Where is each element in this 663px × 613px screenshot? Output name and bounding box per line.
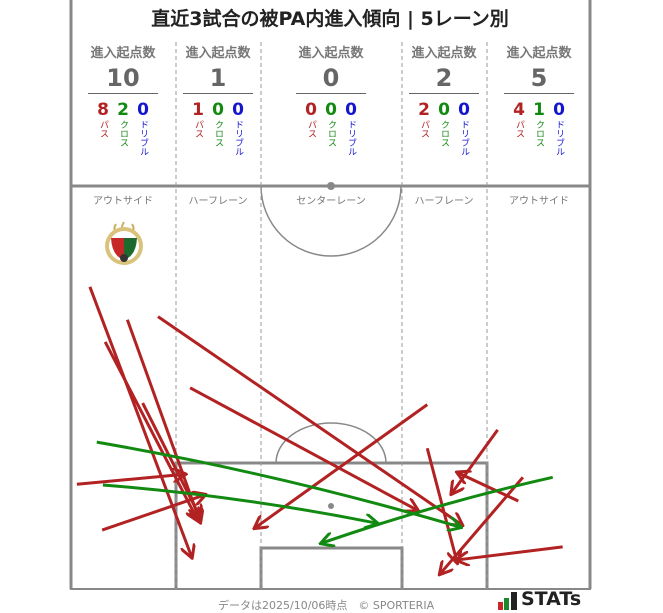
center-spot bbox=[327, 182, 335, 190]
bar-logo-icon bbox=[498, 592, 517, 610]
pass-arrow bbox=[457, 545, 563, 560]
lane-header: 進入起点数 bbox=[506, 46, 572, 61]
pass-count: 0 bbox=[305, 100, 317, 120]
dribble-count: 0 bbox=[458, 100, 470, 120]
penalty-arc bbox=[275, 422, 387, 464]
lane-label: アウトサイド bbox=[93, 196, 153, 207]
cross-count: 1 bbox=[533, 100, 545, 120]
lane-summary: 進入起点数 2 2 パス 0 クロス 0 ドリブル bbox=[399, 42, 489, 156]
divider bbox=[183, 93, 253, 94]
lane-header: 進入起点数 bbox=[411, 46, 477, 61]
lane-total: 2 bbox=[435, 64, 453, 92]
dribble-label: ドリブル bbox=[459, 120, 469, 156]
cross-count: 0 bbox=[212, 100, 224, 120]
cross-label: クロス bbox=[118, 120, 128, 147]
lane-total: 10 bbox=[106, 64, 140, 92]
divider bbox=[504, 93, 574, 94]
goal-area bbox=[259, 546, 404, 589]
dribble-label: ドリブル bbox=[554, 120, 564, 156]
dribble-count: 0 bbox=[553, 100, 565, 120]
pass-arrow bbox=[458, 473, 519, 503]
pass-arrow bbox=[255, 403, 429, 528]
cross-arrow bbox=[322, 475, 554, 543]
lane-label: アウトサイド bbox=[509, 196, 569, 207]
pass-label: パス bbox=[419, 120, 429, 138]
pass-count: 4 bbox=[513, 100, 525, 120]
lane-summary: 進入起点数 0 0 パス 0 クロス 0 ドリブル bbox=[286, 42, 376, 156]
cross-label: クロス bbox=[326, 120, 336, 147]
pass-arrow bbox=[440, 476, 525, 573]
lane-header: 進入起点数 bbox=[185, 46, 251, 61]
lane-summary: 進入起点数 10 8 パス 2 クロス 0 ドリブル bbox=[78, 42, 168, 156]
stats-logo: STATs bbox=[498, 588, 581, 610]
dribble-label: ドリブル bbox=[346, 120, 356, 156]
pass-arrow bbox=[103, 341, 198, 520]
brand-name: STATs bbox=[521, 588, 582, 610]
cross-label: クロス bbox=[534, 120, 544, 147]
lane-summary: 進入起点数 1 1 パス 0 クロス 0 ドリブル bbox=[173, 42, 263, 156]
pass-arrow bbox=[101, 495, 205, 532]
divider bbox=[88, 93, 158, 94]
penalty-area bbox=[174, 461, 489, 589]
pass-label: パス bbox=[98, 120, 108, 138]
lane-total: 0 bbox=[322, 64, 340, 92]
lane-label: ハーフレーン bbox=[188, 196, 248, 207]
cross-count: 0 bbox=[325, 100, 337, 120]
cross-arrow bbox=[102, 483, 377, 523]
divider bbox=[296, 93, 366, 94]
lane-header: 進入起点数 bbox=[298, 46, 364, 61]
team-logo bbox=[105, 221, 143, 265]
lane-label: センターレーン bbox=[296, 196, 366, 207]
lane-total: 5 bbox=[530, 64, 548, 92]
pass-count: 1 bbox=[192, 100, 204, 120]
dribble-count: 0 bbox=[345, 100, 357, 120]
lane-summary: 進入起点数 5 4 パス 1 クロス 0 ドリブル bbox=[494, 42, 584, 156]
center-circle bbox=[260, 185, 402, 257]
dribble-label: ドリブル bbox=[233, 120, 243, 156]
dribble-count: 0 bbox=[232, 100, 244, 120]
dribble-count: 0 bbox=[137, 100, 149, 120]
cross-count: 2 bbox=[117, 100, 129, 120]
cross-label: クロス bbox=[439, 120, 449, 147]
lane-header: 進入起点数 bbox=[90, 46, 156, 61]
cross-count: 0 bbox=[438, 100, 450, 120]
penalty-spot bbox=[328, 503, 334, 509]
divider bbox=[409, 93, 479, 94]
lane-label: ハーフレーン bbox=[414, 196, 474, 207]
pass-label: パス bbox=[514, 120, 524, 138]
pass-arrow bbox=[157, 315, 462, 525]
pass-label: パス bbox=[193, 120, 203, 138]
dribble-label: ドリブル bbox=[138, 120, 148, 156]
pass-arrow bbox=[76, 474, 185, 486]
pass-arrow bbox=[452, 429, 499, 493]
pass-count: 2 bbox=[418, 100, 430, 120]
pass-count: 8 bbox=[97, 100, 109, 120]
pass-label: パス bbox=[306, 120, 316, 138]
cross-label: クロス bbox=[213, 120, 223, 147]
pass-arrow bbox=[189, 386, 417, 510]
lane-total: 1 bbox=[209, 64, 227, 92]
pass-arrow bbox=[88, 286, 192, 557]
chart-title: 直近3試合の被PA内進入傾向 | 5レーン別 bbox=[151, 8, 509, 30]
footer-note: データは2025/10/06時点 © SPORTERIA bbox=[218, 599, 435, 612]
